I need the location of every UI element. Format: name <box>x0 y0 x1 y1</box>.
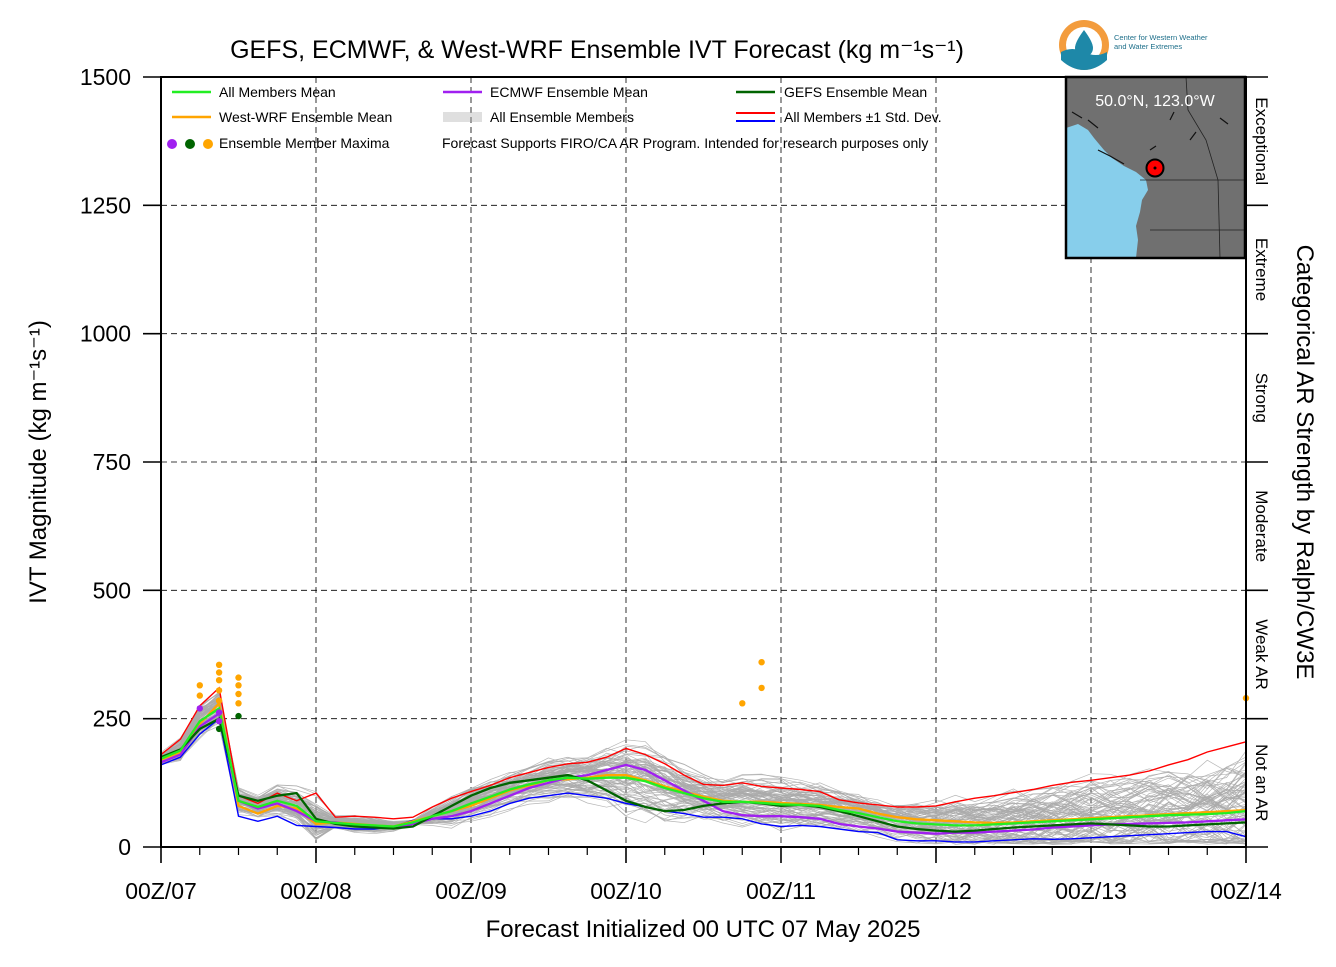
logo-text-line2: and Water Extremes <box>1114 42 1182 51</box>
x-tick-label: 00Z/12 <box>900 878 972 904</box>
member-maxima-points <box>196 659 1250 733</box>
ensemble-member-line <box>160 694 1247 824</box>
legend-label-all-members: All Ensemble Members <box>490 109 634 125</box>
cw3e-logo: Center for Western Weather and Water Ext… <box>1059 20 1208 70</box>
legend-label-maxima: Ensemble Member Maxima <box>219 135 390 151</box>
legend-swatch-all-members <box>443 112 482 122</box>
x-tick-label: 00Z/10 <box>590 878 662 904</box>
legend-swatch-maxima <box>167 139 213 149</box>
legend-label-std-dev: All Members ±1 Std. Dev. <box>784 109 942 125</box>
member-maximum-point <box>196 682 203 689</box>
legend-disclaimer: Forecast Supports FIRO/CA AR Program. In… <box>442 135 928 151</box>
member-maximum-point <box>235 700 242 707</box>
member-maximum-point <box>215 687 223 694</box>
category-labels: Exceptional Extreme Strong Moderate Weak AR N… <box>1252 97 1271 821</box>
series-line-all-members-1-std-dev- <box>160 717 1247 843</box>
member-maximum-point <box>215 661 223 668</box>
member-maximum-point <box>758 684 765 692</box>
x-tick-label: 00Z/13 <box>1055 878 1127 904</box>
x-tick-label: 00Z/11 <box>746 878 816 904</box>
x-axis-label: Forecast Initialized 00 UTC 07 May 2025 <box>486 916 921 943</box>
category-label: Exceptional <box>1252 97 1271 185</box>
series-line-gefs-ensemble-mean <box>160 716 1247 833</box>
inset-map-coast-islands <box>1071 111 1229 165</box>
x-tick-label: 00Z/07 <box>125 878 197 904</box>
legend-label-all-mean: All Members Mean <box>219 84 336 100</box>
x-tick-label: 00Z/09 <box>435 878 507 904</box>
ensemble-member-line <box>160 696 1247 823</box>
y-tick-label: 0 <box>118 834 131 860</box>
member-maximum-point <box>196 692 203 699</box>
member-maximum-point <box>758 659 765 666</box>
category-label: Moderate <box>1252 490 1271 562</box>
member-maximum-point <box>235 712 242 720</box>
legend-label-gefs-mean: GEFS Ensemble Mean <box>784 84 927 100</box>
member-maximum-point <box>235 674 242 681</box>
member-maximum-point <box>235 690 242 698</box>
member-maximum-point <box>739 700 746 707</box>
legend-swatch-std-dev <box>736 112 775 122</box>
y-tick-label: 1000 <box>80 321 131 347</box>
grid-lines <box>161 77 1246 847</box>
x-tick-label: 00Z/14 <box>1210 878 1282 904</box>
series-line-all-members-mean <box>160 706 1247 828</box>
y-tick-label: 500 <box>93 577 131 603</box>
y-tick-label: 750 <box>93 449 131 475</box>
inset-map-location-label: 50.0°N, 123.0°W <box>1095 93 1215 110</box>
member-maximum-point <box>215 677 223 684</box>
category-label: Strong <box>1252 373 1271 423</box>
mean-and-std-lines <box>160 686 1247 843</box>
right-axis-label: Categorical AR Strength by Ralph/CW3E <box>1291 245 1318 680</box>
inset-map-ocean <box>1066 124 1148 258</box>
member-maximum-point <box>215 725 223 733</box>
member-maximum-point <box>235 682 242 689</box>
category-label: Weak AR <box>1252 619 1271 690</box>
inset-map-location-dot <box>1153 166 1157 170</box>
chart-title: GEFS, ECMWF, & West-WRF Ensemble IVT For… <box>230 36 964 64</box>
legend-label-ecmwf-mean: ECMWF Ensemble Mean <box>490 84 648 100</box>
member-maximum-point <box>215 669 223 676</box>
inset-map-borders <box>1140 76 1245 259</box>
y-tick-label: 1500 <box>80 64 131 90</box>
y-axis-label: IVT Magnitude (kg m⁻¹s⁻¹) <box>25 320 52 604</box>
logo-text-line1: Center for Western Weather <box>1114 33 1208 42</box>
y-tick-label: 250 <box>93 706 131 732</box>
water-drop-icon <box>1075 30 1093 57</box>
series-line-all-members-1-std-dev- <box>160 686 1247 820</box>
category-ticks <box>1246 76 1268 848</box>
inset-map: 50.0°N, 123.0°W <box>1064 75 1247 260</box>
legend-label-westwrf-mean: West-WRF Ensemble Mean <box>219 109 392 125</box>
inset-map-frame <box>1064 75 1247 260</box>
x-axis-ticks: 00Z/07 00Z/08 00Z/09 00Z/10 00Z/11 00Z/12 00Z/… <box>125 847 1282 904</box>
member-maximum-point <box>196 705 203 712</box>
y-tick-label: 1250 <box>80 192 131 218</box>
category-label: Not an AR <box>1252 744 1271 822</box>
member-maximum-point <box>215 697 223 704</box>
member-maximum-point <box>215 709 223 716</box>
logo-wave <box>1061 49 1107 70</box>
legend: All Members Mean ECMWF Ensemble Mean GEF… <box>167 84 942 151</box>
x-tick-label: 00Z/08 <box>280 878 352 904</box>
category-label: Extreme <box>1252 238 1271 301</box>
member-maximum-point <box>215 718 223 725</box>
y-axis-ticks: 0 250 500 750 1000 1250 1500 <box>80 64 161 860</box>
